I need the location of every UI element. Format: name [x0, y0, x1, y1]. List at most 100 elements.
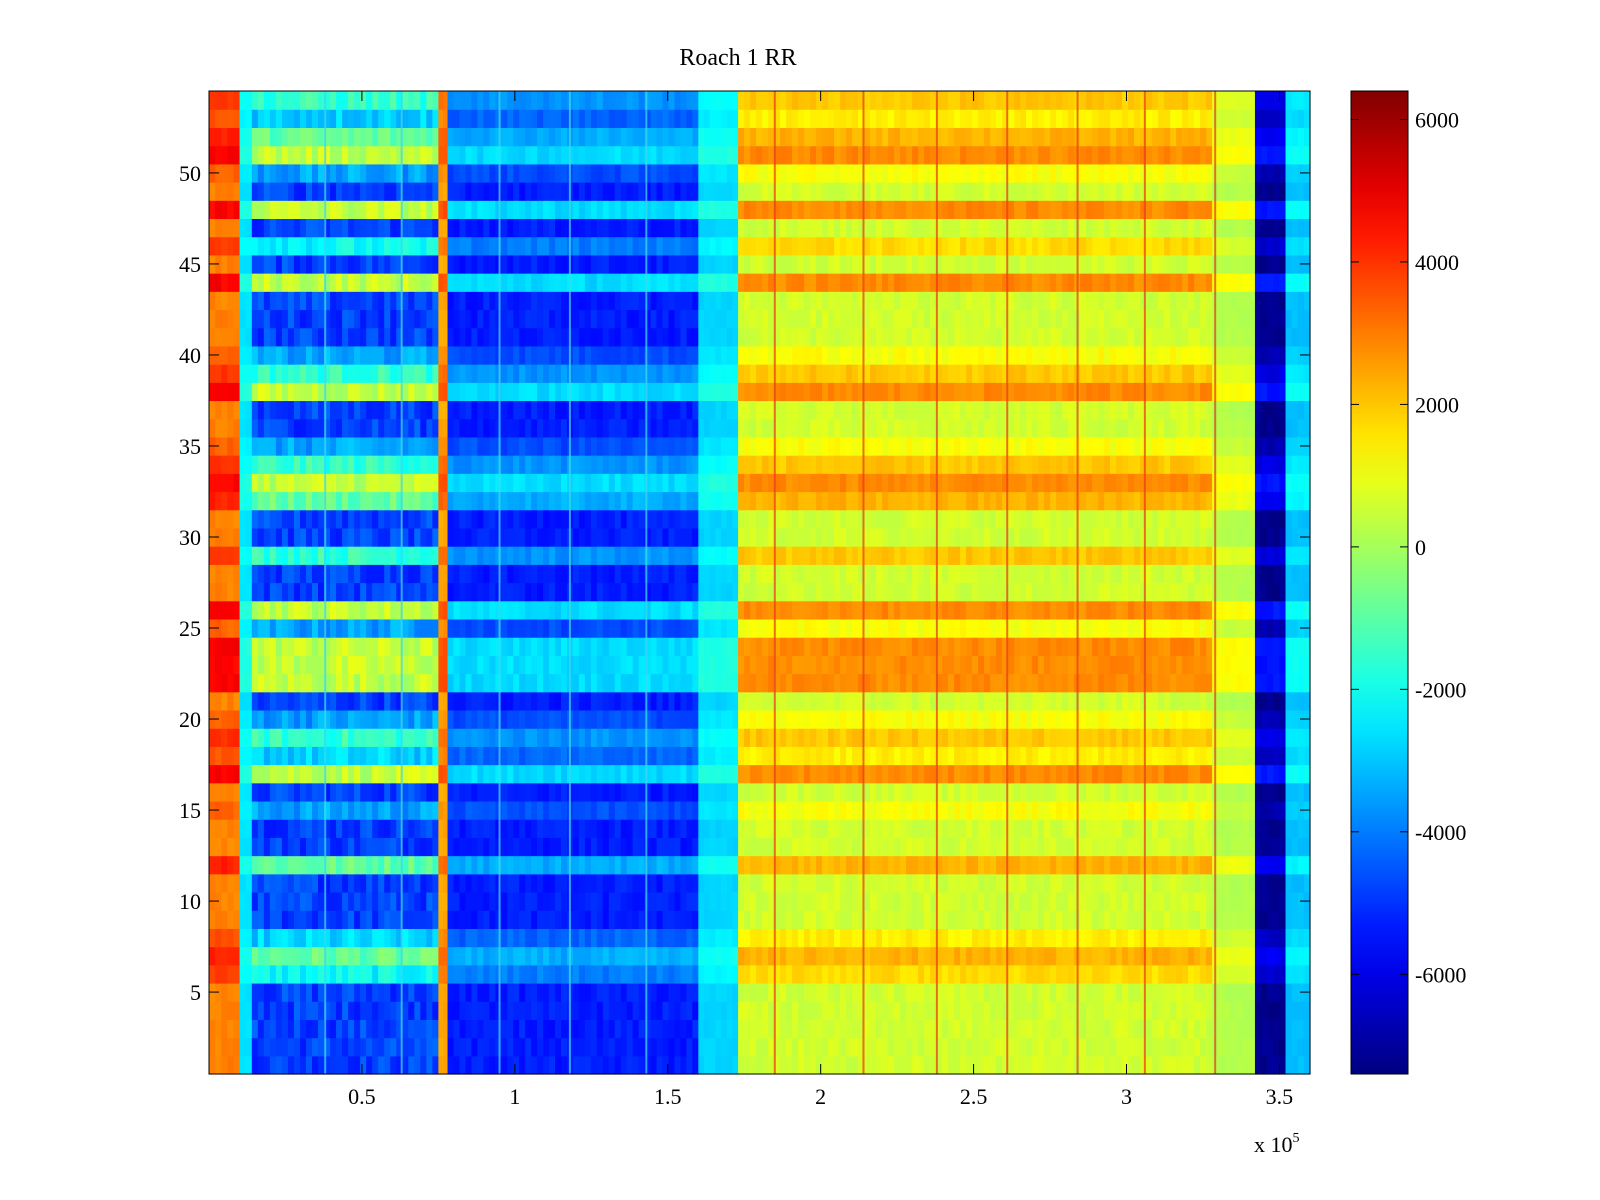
heatmap-cell [215, 327, 222, 347]
heatmap-cell [372, 655, 379, 675]
heatmap-cell [750, 1055, 757, 1075]
heatmap-cell [209, 964, 216, 984]
heatmap-cell [686, 655, 693, 675]
heatmap-cell [726, 673, 734, 693]
heatmap-cell [602, 709, 610, 729]
heatmap-cell [312, 400, 319, 420]
heatmap-cell [342, 127, 349, 147]
heatmap-cell [438, 891, 444, 911]
heatmap-cell [572, 819, 580, 838]
heatmap-cell [602, 782, 610, 802]
heatmap-cell [590, 600, 598, 620]
heatmap-cell [572, 564, 580, 584]
heatmap-cell [638, 800, 646, 820]
heatmap-cell [299, 345, 307, 365]
heatmap-cell [442, 491, 449, 511]
heatmap-cell [513, 891, 520, 911]
heatmap-cell [709, 837, 716, 857]
heatmap-cell [614, 546, 622, 565]
heatmap-cell [354, 673, 361, 693]
heatmap-cell [692, 109, 699, 128]
heatmap-cell [1068, 1055, 1075, 1075]
heatmap-cell [543, 364, 550, 383]
heatmap-cell [396, 418, 403, 438]
heatmap-cell [620, 327, 628, 347]
heatmap-cell [471, 91, 478, 110]
heatmap-cell [561, 473, 568, 493]
heatmap-cell [477, 746, 484, 766]
heatmap-cell [366, 673, 373, 693]
heatmap-cell [459, 982, 467, 1002]
heatmap-cell [483, 1055, 490, 1075]
heatmap-cell [584, 291, 592, 311]
heatmap-cell [810, 1019, 817, 1039]
heatmap-cell [662, 473, 670, 493]
heatmap-cell [447, 473, 455, 493]
heatmap-cell [561, 436, 568, 456]
heatmap-cell [555, 637, 562, 656]
heatmap-cell [738, 1037, 745, 1057]
heatmap-cell [342, 200, 349, 220]
heatmap-cell [531, 455, 538, 474]
heatmap-cell [257, 364, 265, 383]
heatmap-cell [578, 109, 586, 128]
heatmap-cell [662, 728, 670, 747]
heatmap-cell [674, 800, 682, 820]
heatmap-cell [584, 546, 592, 565]
heatmap-cell [525, 382, 532, 402]
heatmap-cell [239, 254, 247, 274]
heatmap-cell [732, 837, 739, 857]
heatmap-cell [408, 491, 415, 511]
heatmap-cell [275, 837, 283, 857]
heatmap-cell [549, 473, 556, 493]
heatmap-cell [275, 655, 283, 675]
heatmap-cell [561, 400, 568, 420]
heatmap-cell [525, 764, 532, 784]
heatmap-cell [299, 309, 307, 329]
heatmap-cell [348, 873, 355, 893]
heatmap-cell [465, 891, 473, 911]
heatmap-cell [680, 291, 687, 311]
heatmap-cell [644, 600, 652, 620]
heatmap-cell [656, 691, 664, 711]
heatmap-cell [852, 1019, 859, 1039]
heatmap-cell [390, 782, 397, 802]
heatmap-cell [590, 655, 598, 675]
heatmap-cell [287, 800, 295, 820]
heatmap-cell [342, 455, 349, 474]
heatmap-cell [257, 782, 265, 802]
heatmap-cell [537, 691, 544, 711]
heatmap-cell [555, 546, 562, 565]
heatmap-cell [471, 491, 478, 511]
heatmap-cell [293, 327, 301, 347]
heatmap-cell [596, 145, 604, 165]
heatmap-cell [572, 1019, 580, 1039]
heatmap-cell [438, 309, 444, 329]
heatmap-cell [477, 418, 484, 438]
heatmap-cell [408, 800, 415, 820]
heatmap-cell [680, 163, 687, 183]
heatmap-cell [465, 236, 473, 256]
heatmap-cell [414, 473, 421, 493]
heatmap-cell [555, 91, 562, 110]
heatmap-cell [620, 600, 628, 620]
heatmap-cell [543, 327, 550, 347]
heatmap-cell [453, 436, 461, 456]
heatmap-cell [584, 345, 592, 365]
heatmap-cell [402, 673, 409, 693]
heatmap-cell [221, 145, 228, 165]
heatmap-cell [644, 564, 652, 584]
heatmap-cell [269, 200, 277, 220]
heatmap-cell [251, 709, 259, 729]
heatmap-cell [396, 436, 403, 456]
heatmap-cell [680, 782, 687, 802]
heatmap-cell [668, 254, 676, 274]
heatmap-cell [608, 1037, 616, 1057]
heatmap-cell [549, 200, 556, 220]
heatmap-cell [396, 1001, 403, 1020]
heatmap-cell [726, 1019, 734, 1039]
heatmap-cell [239, 491, 247, 511]
heatmap-cell [299, 600, 307, 620]
heatmap-cell [513, 673, 520, 693]
heatmap-cell [269, 764, 277, 784]
